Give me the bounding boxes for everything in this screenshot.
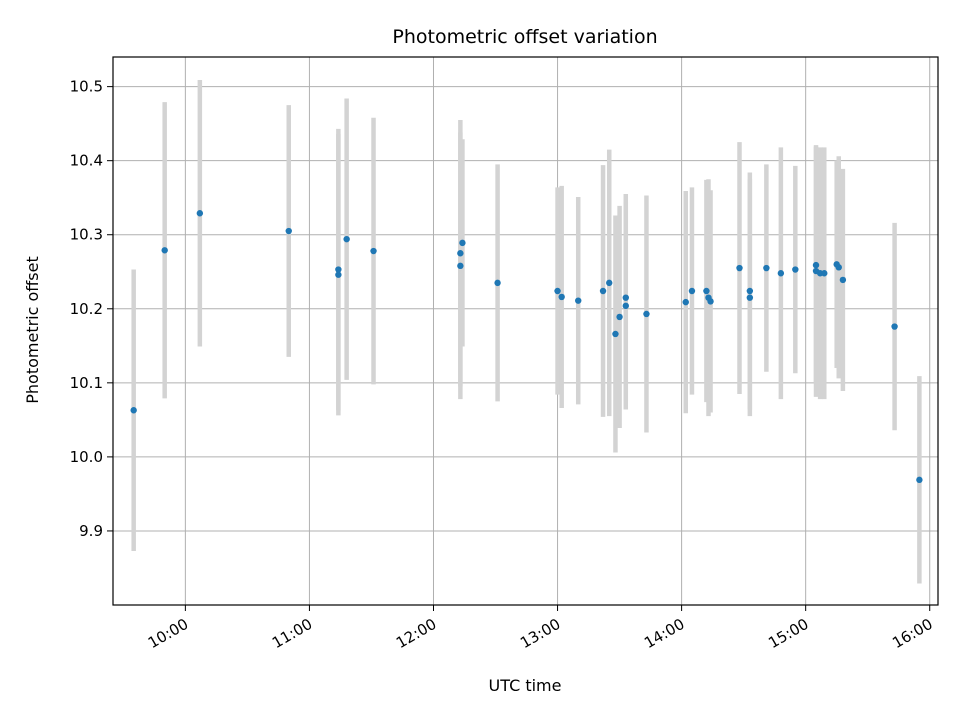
data-point xyxy=(335,271,342,278)
data-point xyxy=(821,270,828,277)
data-point xyxy=(196,210,204,217)
x-tick-label: 16:00 xyxy=(889,615,935,652)
data-point xyxy=(703,287,710,295)
plot-frame xyxy=(112,56,939,606)
data-point xyxy=(370,247,377,255)
data-point xyxy=(343,235,350,243)
y-tick-label: 10.1 xyxy=(70,374,103,392)
data-point xyxy=(616,313,623,321)
y-tick-label: 10.3 xyxy=(70,226,103,244)
data-point xyxy=(130,407,137,414)
data-point xyxy=(792,266,799,273)
data-point xyxy=(777,270,785,277)
data-point xyxy=(707,298,714,305)
y-axis: 9.9 10.0 10.1 10.2 10.3 10.4 10.5 xyxy=(70,78,113,540)
y-tick-label: 9.9 xyxy=(79,522,103,540)
data-point xyxy=(457,262,464,270)
data-point xyxy=(161,247,168,254)
data-point xyxy=(606,279,613,287)
x-axis-label: UTC time xyxy=(489,676,562,695)
data-point xyxy=(812,261,820,269)
x-tick-label: 15:00 xyxy=(765,615,811,652)
x-tick-label: 12:00 xyxy=(393,615,439,652)
grid xyxy=(113,57,938,605)
data-point xyxy=(835,264,842,271)
y-tick-label: 10.0 xyxy=(70,448,103,466)
data-point xyxy=(285,227,292,235)
x-tick-label: 10:00 xyxy=(145,615,191,652)
data-point xyxy=(335,266,342,273)
data-point xyxy=(622,302,629,310)
data-point xyxy=(916,476,923,484)
y-tick-label: 10.5 xyxy=(70,78,103,96)
y-axis-label: Photometric offset xyxy=(23,256,42,404)
data-point xyxy=(459,239,466,247)
data-point xyxy=(612,330,619,338)
data-point xyxy=(763,264,770,272)
data-point xyxy=(622,294,629,301)
data-point xyxy=(688,287,696,295)
errorbar-series xyxy=(131,79,922,584)
point-series xyxy=(130,210,923,484)
data-point xyxy=(558,293,565,301)
data-point xyxy=(736,264,743,272)
data-point xyxy=(599,287,607,295)
y-tick-label: 10.2 xyxy=(70,300,103,318)
data-point xyxy=(682,298,689,306)
x-tick-label: 11:00 xyxy=(269,615,315,652)
x-tick-label: 14:00 xyxy=(641,615,687,652)
y-tick-label: 10.4 xyxy=(70,152,103,170)
x-tick-label: 13:00 xyxy=(517,615,563,652)
data-point xyxy=(494,279,501,287)
data-point xyxy=(457,250,464,257)
data-point xyxy=(839,276,847,284)
data-point xyxy=(746,287,754,295)
chart-title: Photometric offset variation xyxy=(392,26,657,48)
data-point xyxy=(554,287,561,295)
data-point xyxy=(746,294,754,301)
data-point xyxy=(575,297,582,304)
data-point xyxy=(643,310,650,318)
data-point xyxy=(891,323,898,330)
x-axis: 10:00 11:00 12:00 13:00 14:00 15:00 16:00 xyxy=(145,605,936,652)
